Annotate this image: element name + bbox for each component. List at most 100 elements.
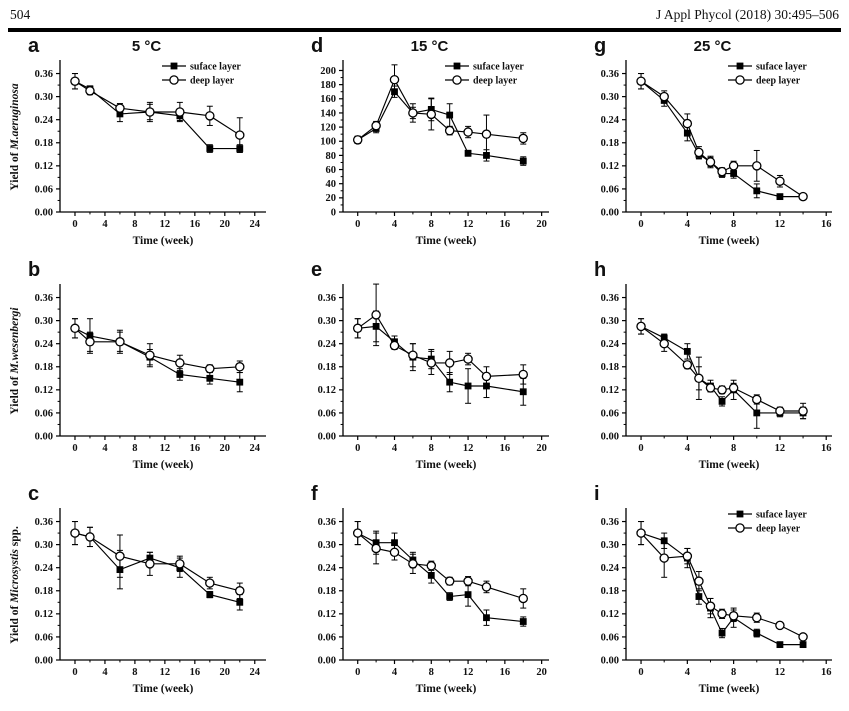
y-tick-label: 0.06: [318, 408, 336, 419]
x-tick-label: 16: [500, 443, 511, 454]
open-circle-marker: [682, 118, 693, 129]
open-circle-marker: [426, 561, 437, 571]
open-circle-marker: [175, 559, 185, 569]
y-tick-label: 0.12: [35, 385, 53, 396]
y-tick-label: 0.30: [35, 540, 53, 551]
y-tick-label: 180: [320, 80, 336, 91]
x-tick-label: 16: [821, 667, 832, 678]
y-tick-label: 0.00: [35, 655, 53, 666]
x-tick-label: 0: [355, 219, 360, 230]
series-line: [357, 314, 524, 377]
open-circle-marker: [175, 107, 185, 117]
legend-item: suface layer: [162, 62, 241, 73]
y-tick-label: 200: [320, 66, 336, 77]
x-tick-label: 12: [463, 219, 474, 230]
filled-square-marker: [176, 371, 184, 378]
y-tick-label: 0.24: [35, 339, 54, 350]
y-tick-label: 0.00: [318, 431, 336, 442]
y-tick-label: 0.18: [35, 586, 53, 597]
open-circle-marker: [518, 133, 528, 144]
series-surface-layer: [354, 310, 527, 406]
open-circle-marker: [752, 161, 762, 171]
open-circle-marker: [728, 611, 739, 621]
open-circle-marker: [705, 601, 716, 611]
y-axis-label: Yield of M.wesenbergi: [9, 307, 21, 415]
series-line: [74, 327, 240, 370]
x-tick-label: 20: [220, 443, 231, 454]
x-tick-label: 4: [685, 667, 691, 678]
filled-square-marker: [446, 593, 454, 600]
y-tick-label: 0.24: [601, 115, 620, 126]
y-tick-label: 0.18: [601, 138, 619, 149]
filled-square-marker: [116, 110, 124, 118]
x-tick-label: 0: [72, 443, 77, 454]
series-line: [640, 325, 804, 412]
legend-label: suface layer: [756, 510, 807, 521]
y-tick-label: 0.36: [318, 293, 336, 304]
x-tick-label: 12: [160, 443, 171, 454]
filled-square-marker: [718, 629, 726, 637]
chart-svg-c: 0 4 8 12 16 20 24 0.00 0.06 0.12 0.18 0.24 0.30 0.36 c…: [9, 483, 266, 695]
open-circle-marker: [352, 528, 363, 538]
filled-square-marker: [483, 151, 490, 159]
x-tick-label: 16: [821, 219, 832, 230]
open-circle-marker: [205, 111, 215, 121]
y-tick-label: 0.24: [35, 563, 54, 574]
chart-svg-e: 0 4 8 12 16 20 0.00 0.06 0.12 0.18 0.24 0.30 0.36 e Ti…: [311, 259, 549, 471]
series-deep-layer: [352, 521, 528, 609]
y-tick-label: 20: [326, 193, 337, 204]
y-tick-label: 0.36: [318, 517, 336, 528]
chart-svg-h: 0 4 8 12 16 0.00 0.06 0.12 0.18 0.24 0.30 0.36 h Time…: [594, 259, 832, 471]
y-tick-label: 0.30: [318, 540, 336, 551]
open-circle-marker: [682, 360, 693, 370]
y-tick-label: 0.00: [35, 207, 53, 218]
x-tick-label: 20: [220, 667, 231, 678]
open-circle-marker: [463, 354, 473, 364]
header-rule: [8, 28, 841, 32]
x-tick-label: 0: [72, 667, 77, 678]
filled-square-marker: [519, 157, 527, 165]
legend-item: deep layer: [728, 75, 801, 87]
x-tick-label: 4: [392, 219, 398, 230]
y-tick-label: 0.06: [35, 184, 53, 195]
x-tick-label: 8: [132, 667, 137, 678]
filled-square-marker: [519, 618, 527, 625]
y-tick-label: 0.12: [35, 609, 53, 620]
x-tick-label: 8: [429, 667, 434, 678]
open-circle-marker: [426, 358, 437, 368]
y-tick-label: 0.36: [35, 69, 53, 80]
filled-square-marker: [736, 62, 744, 70]
y-tick-label: 0.06: [601, 632, 619, 643]
x-axis-label: Time (week): [416, 459, 477, 471]
open-circle-marker: [775, 406, 785, 416]
y-tick-label: 0.00: [35, 431, 53, 442]
filled-square-marker: [483, 614, 490, 622]
y-tick-label: 0.18: [318, 362, 336, 373]
legend-item: deep layer: [445, 75, 518, 87]
panel-letter: i: [594, 483, 600, 505]
open-circle-marker: [235, 586, 245, 596]
series-line: [640, 532, 804, 646]
y-tick-label: 0.18: [601, 362, 619, 373]
x-tick-label: 8: [731, 219, 736, 230]
y-tick-label: 0.12: [601, 385, 619, 396]
filled-square-marker: [206, 374, 214, 382]
series-line: [74, 80, 240, 150]
legend-item: suface layer: [728, 510, 807, 521]
legend-item: suface layer: [445, 62, 524, 73]
legend-item: deep layer: [728, 523, 801, 535]
y-tick-label: 0.30: [35, 92, 53, 103]
panel-title: 5 °C: [132, 38, 162, 55]
open-circle-marker: [145, 559, 155, 569]
x-tick-label: 16: [500, 667, 511, 678]
x-tick-label: 12: [463, 443, 474, 454]
x-axis-label: Time (week): [416, 235, 477, 247]
open-circle-marker: [659, 338, 669, 349]
open-circle-marker: [717, 166, 727, 177]
series-line: [357, 90, 524, 162]
open-circle-marker: [717, 609, 727, 619]
x-tick-label: 12: [463, 667, 474, 678]
open-circle-marker: [636, 528, 646, 538]
y-tick-label: 0.00: [601, 431, 619, 442]
y-tick-label: 80: [326, 151, 337, 162]
